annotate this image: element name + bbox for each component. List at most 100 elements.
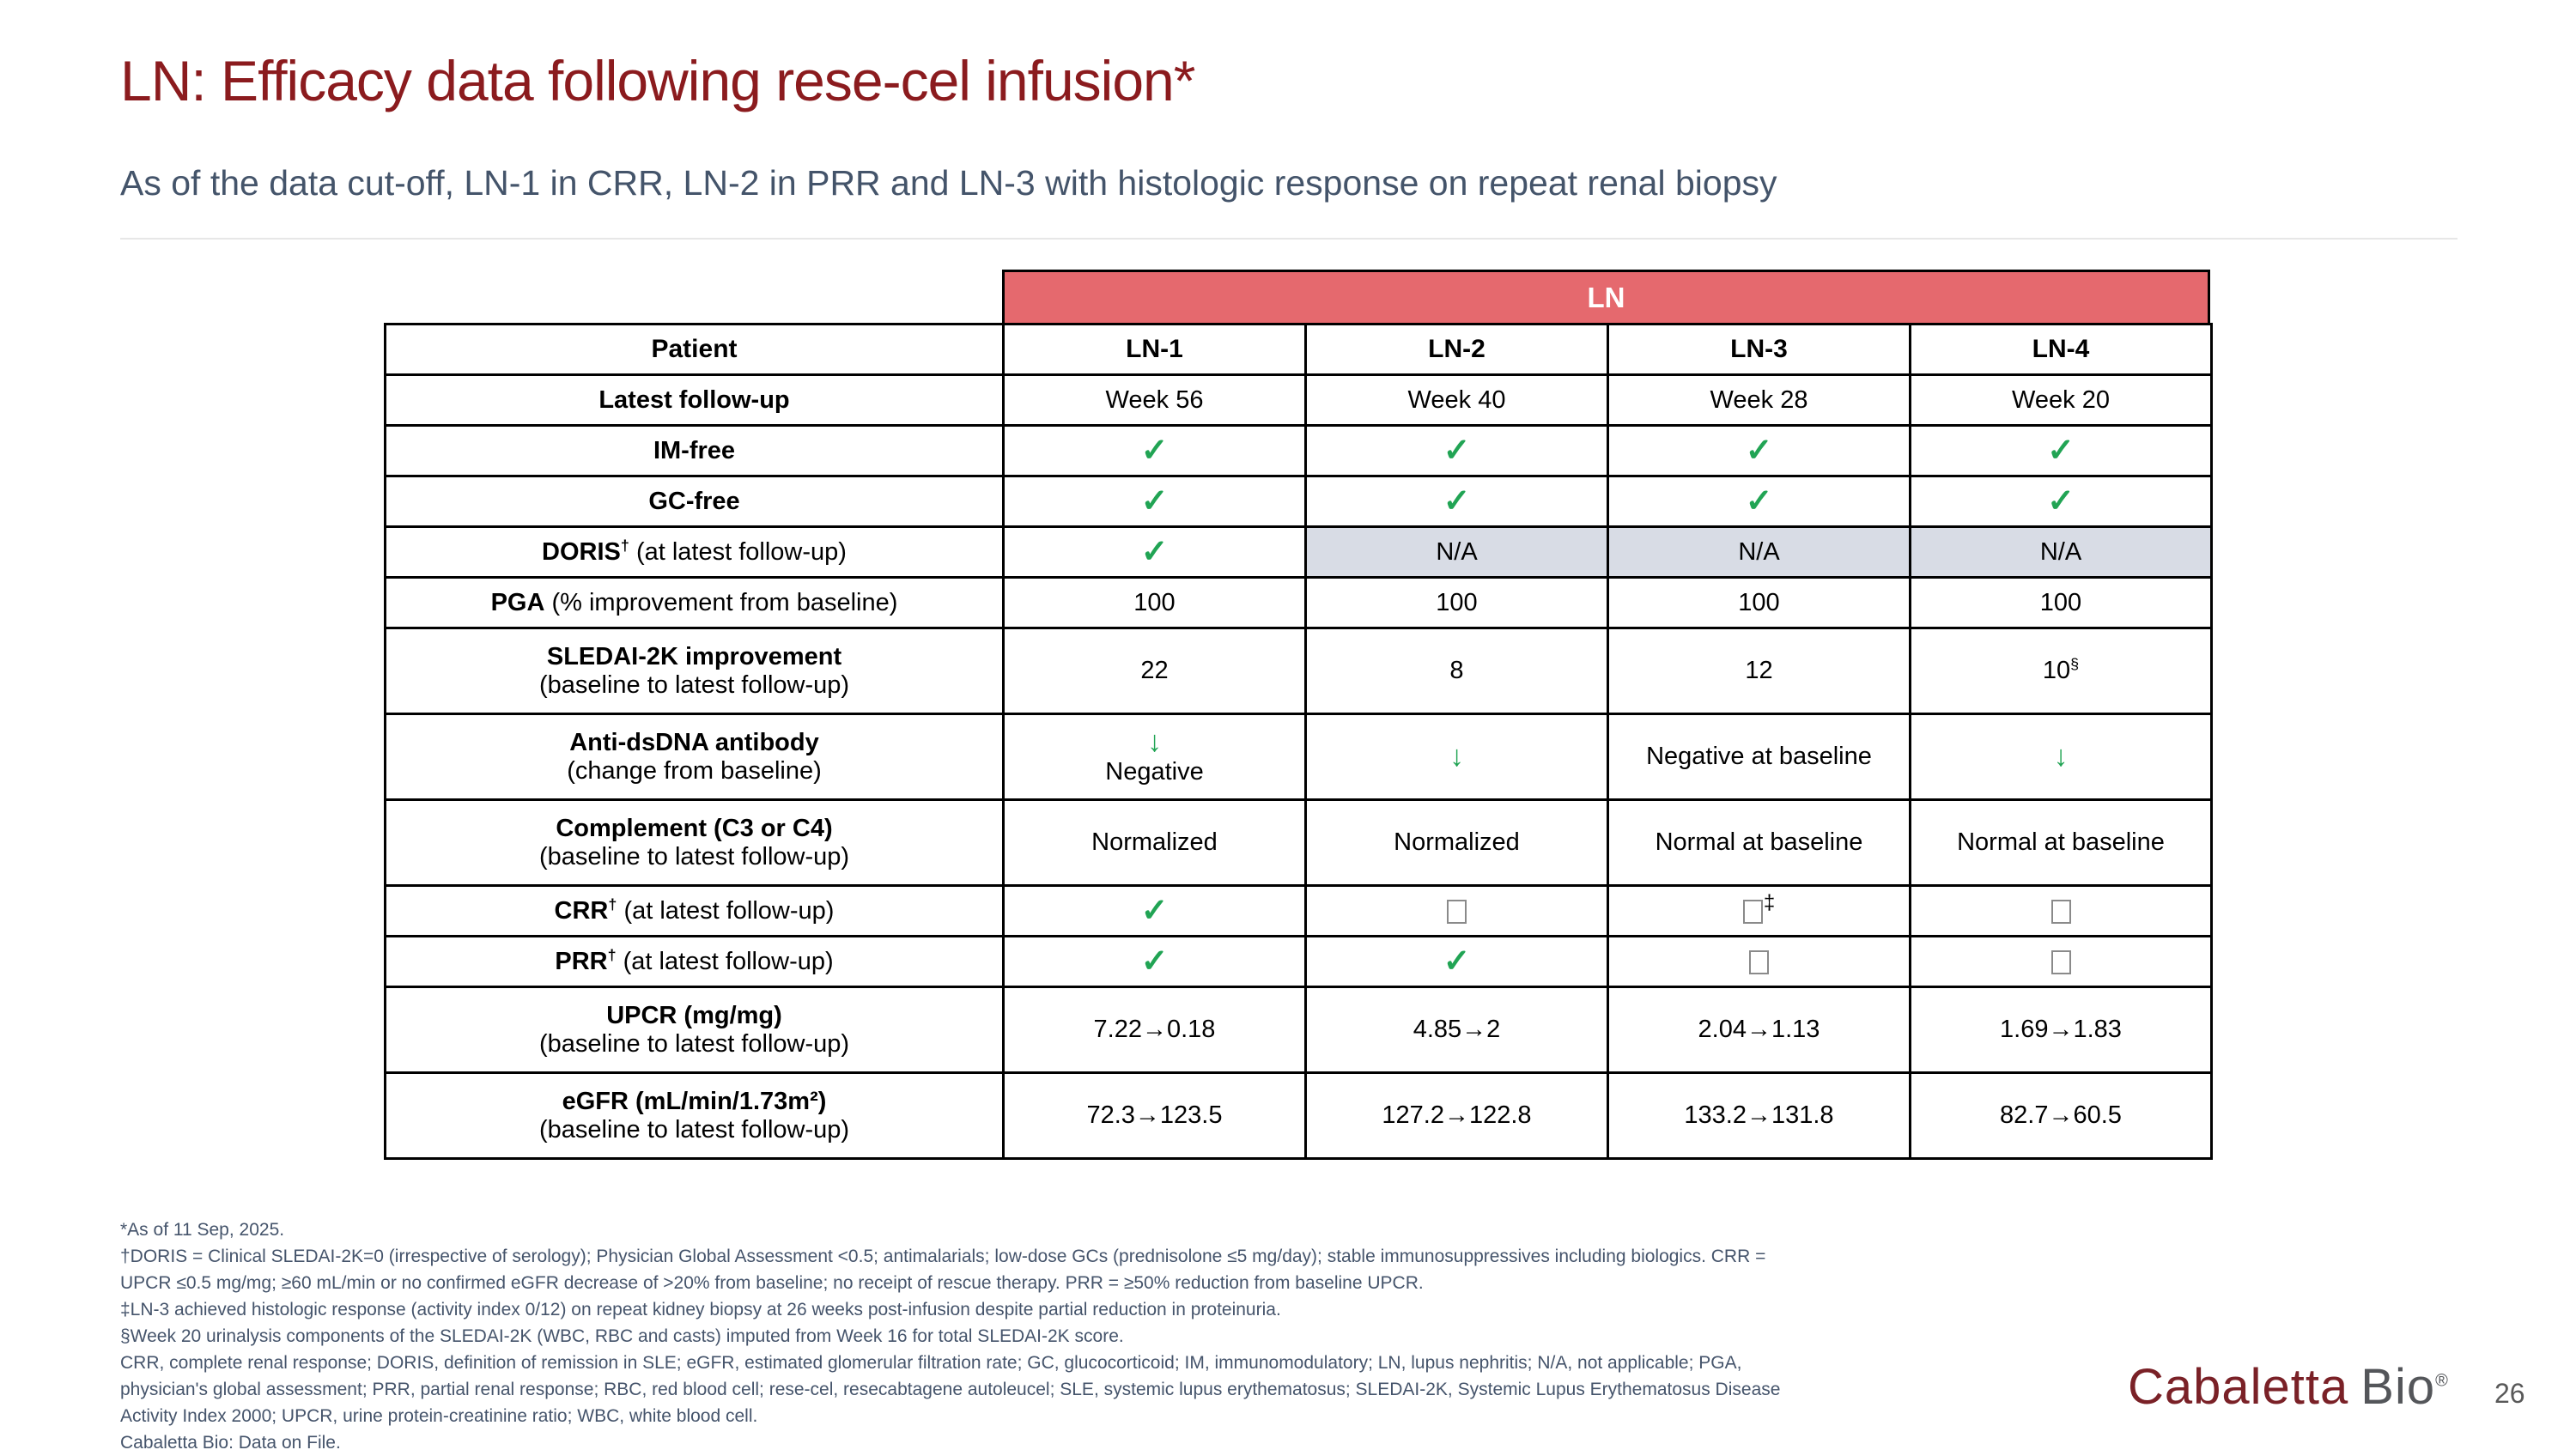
table-cell: 133.2→131.8: [1607, 1071, 1911, 1160]
table-cell: 7.22→0.18: [1002, 986, 1307, 1074]
footnote-line: UPCR ≤0.5 mg/mg; ≥60 mL/min or no confir…: [120, 1273, 1424, 1293]
footnote-line: CRR, complete renal response; DORIS, def…: [120, 1353, 1742, 1373]
na-cell: N/A: [1304, 525, 1609, 579]
row-label: Latest follow-up: [384, 373, 1005, 427]
check-icon: ✓: [1304, 935, 1609, 988]
column-header-ln1: LN-1: [1002, 323, 1307, 376]
column-header-ln4: LN-4: [1909, 323, 2213, 376]
table-row: Anti-dsDNA antibody (change from baseline…: [384, 713, 2213, 801]
table-cell: 2.04→1.13: [1607, 986, 1911, 1074]
efficacy-table: LN Patient LN-1 LN-2 LN-3 LN-4 Latest fo…: [384, 270, 2213, 1160]
unchecked-box-icon: [1607, 935, 1911, 988]
page-title: LN: Efficacy data following rese-cel inf…: [120, 49, 1195, 112]
table-cell: 100: [1909, 576, 2213, 629]
check-icon: ✓: [1607, 475, 1911, 528]
row-label: UPCR (mg/mg) (baseline to latest follow-u…: [384, 986, 1005, 1074]
table-cell: Week 20: [1909, 373, 2213, 427]
table-cell: 10§: [1909, 627, 2213, 715]
check-icon: ✓: [1909, 424, 2213, 477]
unchecked-box-icon: [1909, 935, 2213, 988]
table-cell: Week 40: [1304, 373, 1609, 427]
table-row: PRR† (at latest follow-up) ✓ ✓: [384, 935, 2213, 988]
page-number: 26: [2494, 1378, 2525, 1409]
header-row: Patient LN-1 LN-2 LN-3 LN-4: [384, 323, 2213, 376]
row-label: DORIS† (at latest follow-up): [384, 525, 1005, 579]
row-label: SLEDAI-2K improvement (baseline to latest…: [384, 627, 1005, 715]
table-cell: 1.69→1.83: [1909, 986, 2213, 1074]
table-row: SLEDAI-2K improvement (baseline to latest…: [384, 627, 2213, 715]
table-cell: 72.3→123.5: [1002, 1071, 1307, 1160]
registered-mark: ®: [2435, 1371, 2449, 1391]
row-label: Complement (C3 or C4) (baseline to latest…: [384, 798, 1005, 887]
table-cell: Week 28: [1607, 373, 1911, 427]
row-label: Anti-dsDNA antibody (change from baseline…: [384, 713, 1005, 801]
down-arrow-icon: ↓: [1304, 713, 1609, 801]
table-row: GC-free ✓ ✓ ✓ ✓: [384, 475, 2213, 528]
column-header-ln3: LN-3: [1607, 323, 1911, 376]
footnote-line: §Week 20 urinalysis components of the SL…: [120, 1326, 1124, 1346]
row-label: PRR† (at latest follow-up): [384, 935, 1005, 988]
unchecked-box-icon: ‡: [1607, 884, 1911, 937]
footnote-line: physician's global assessment; PRR, part…: [120, 1380, 1781, 1399]
logo-cabaletta: Cabaletta: [2128, 1359, 2349, 1415]
table-cell: 100: [1002, 576, 1307, 629]
row-label: GC-free: [384, 475, 1005, 528]
column-header-patient: Patient: [384, 323, 1005, 376]
table-row: DORIS† (at latest follow-up) ✓ N/A N/A N/A: [384, 525, 2213, 579]
table-row: CRR† (at latest follow-up) ✓ ‡: [384, 884, 2213, 937]
check-icon: ✓: [1002, 884, 1307, 937]
na-cell: N/A: [1909, 525, 2213, 579]
column-header-ln2: LN-2: [1304, 323, 1609, 376]
footnote-line: Activity Index 2000; UPCR, urine protein…: [120, 1406, 758, 1426]
table-cell: Week 56: [1002, 373, 1307, 427]
unchecked-box-icon: [1909, 884, 2213, 937]
check-icon: ✓: [1909, 475, 2213, 528]
check-icon: ✓: [1304, 475, 1609, 528]
table-group-header: LN: [1002, 270, 2210, 323]
down-arrow-icon: ↓: [1909, 713, 2213, 801]
table-cell: Normal at baseline: [1607, 798, 1911, 887]
table-cell: 12: [1607, 627, 1911, 715]
table-row: eGFR (mL/min/1.73m²) (baseline to latest …: [384, 1071, 2213, 1160]
table-cell: Normal at baseline: [1909, 798, 2213, 887]
check-icon: ✓: [1304, 424, 1609, 477]
row-label: CRR† (at latest follow-up): [384, 884, 1005, 937]
check-icon: ✓: [1002, 424, 1307, 477]
table-cell: 100: [1304, 576, 1609, 629]
down-arrow-with-text: ↓ Negative: [1002, 713, 1307, 801]
check-icon: ✓: [1607, 424, 1911, 477]
table-cell: Normalized: [1002, 798, 1307, 887]
table-row: IM-free ✓ ✓ ✓ ✓: [384, 424, 2213, 477]
table-row: Latest follow-up Week 56 Week 40 Week 28 Wee…: [384, 373, 2213, 427]
row-label: eGFR (mL/min/1.73m²) (baseline to latest …: [384, 1071, 1005, 1160]
table-row: Complement (C3 or C4) (baseline to latest…: [384, 798, 2213, 887]
table-cell: Negative at baseline: [1607, 713, 1911, 801]
table-row: PGA (% improvement from baseline) 100 100 1…: [384, 576, 2213, 629]
check-icon: ✓: [1002, 935, 1307, 988]
divider-line: [120, 238, 2458, 240]
footnote-line: ‡LN-3 achieved histologic response (acti…: [120, 1300, 1281, 1320]
row-label: IM-free: [384, 424, 1005, 477]
table-cell: 127.2→122.8: [1304, 1071, 1609, 1160]
footnote-line: *As of 11 Sep, 2025.: [120, 1220, 285, 1240]
footnotes: *As of 11 Sep, 2025. †DORIS = Clinical S…: [120, 1216, 2233, 1456]
na-cell: N/A: [1607, 525, 1911, 579]
table-cell: 100: [1607, 576, 1911, 629]
logo-bio: Bio: [2360, 1359, 2436, 1415]
table-cell: Normalized: [1304, 798, 1609, 887]
table-cell: 8: [1304, 627, 1609, 715]
check-icon: ✓: [1002, 525, 1307, 579]
cabaletta-bio-logo: Cabaletta Bio®: [2128, 1358, 2449, 1416]
data-table: Patient LN-1 LN-2 LN-3 LN-4 Latest follo…: [384, 323, 2213, 1160]
slide-subtitle: As of the data cut-off, LN-1 in CRR, LN-…: [120, 163, 1777, 203]
row-label: PGA (% improvement from baseline): [384, 576, 1005, 629]
footnote-line: †DORIS = Clinical SLEDAI-2K=0 (irrespect…: [120, 1247, 1766, 1266]
table-cell: 4.85→2: [1304, 986, 1609, 1074]
table-row: UPCR (mg/mg) (baseline to latest follow-u…: [384, 986, 2213, 1074]
table-cell: 82.7→60.5: [1909, 1071, 2213, 1160]
check-icon: ✓: [1002, 475, 1307, 528]
unchecked-box-icon: [1304, 884, 1609, 937]
table-body: Latest follow-up Week 56 Week 40 Week 28 Wee…: [384, 373, 2213, 1160]
footnote-line: Cabaletta Bio: Data on File.: [120, 1433, 341, 1453]
table-cell: 22: [1002, 627, 1307, 715]
